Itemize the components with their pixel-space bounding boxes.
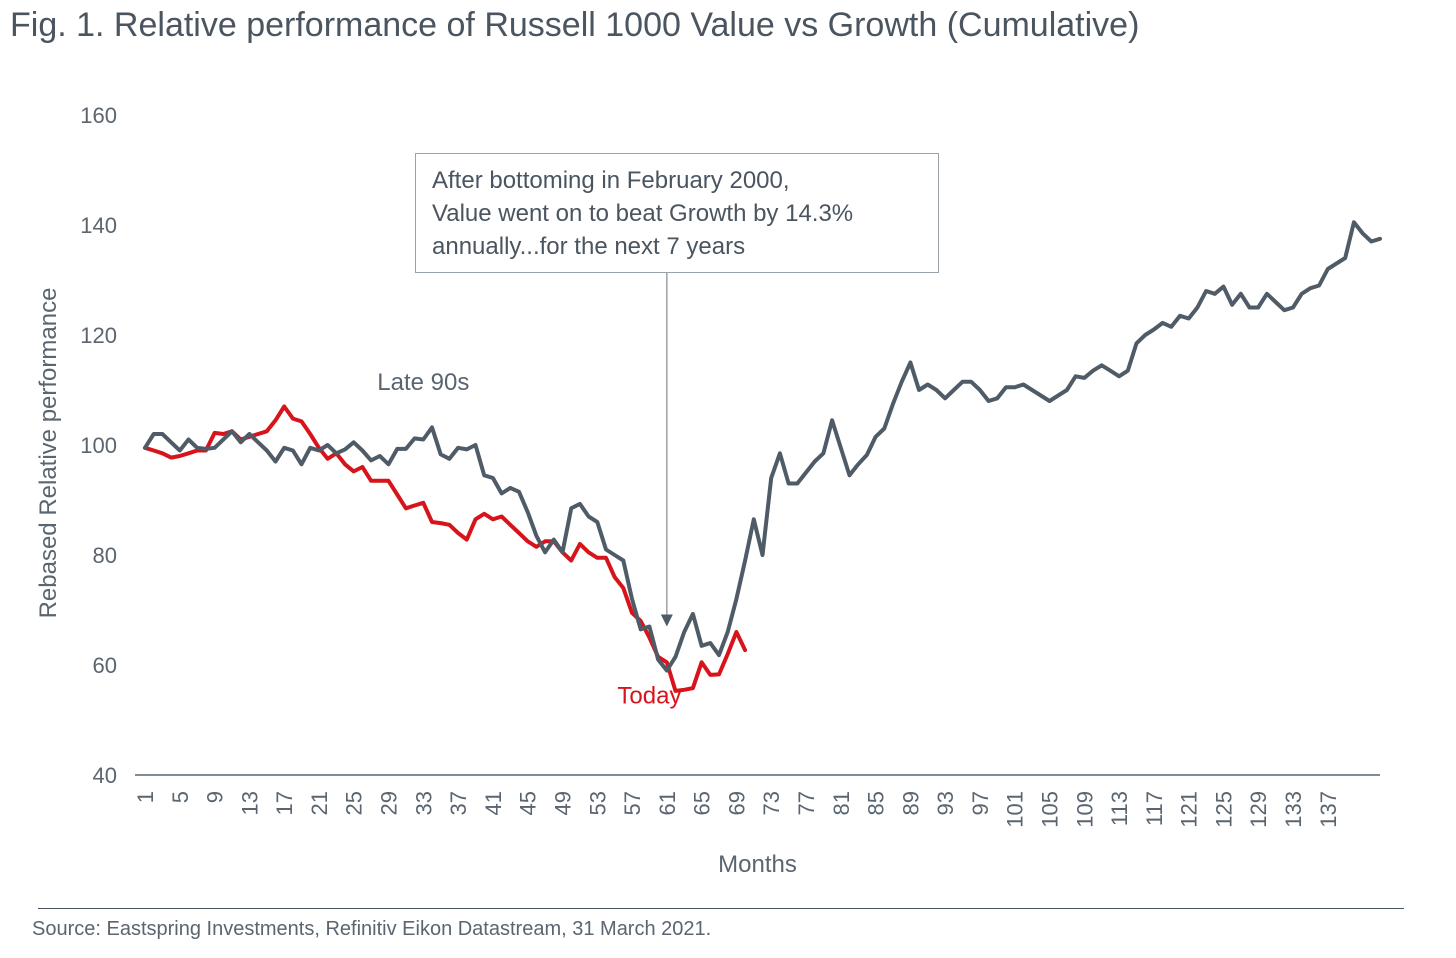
x-tick-label: 77 <box>794 791 819 815</box>
x-tick-label: 105 <box>1038 791 1063 828</box>
annotation-arrow-head <box>660 614 673 627</box>
y-tick-label: 160 <box>80 103 117 128</box>
y-tick-label: 40 <box>93 763 117 788</box>
series-label: Today <box>617 683 681 710</box>
x-tick-label: 41 <box>481 791 506 815</box>
x-tick-label: 73 <box>759 791 784 815</box>
y-tick-label: 100 <box>80 433 117 458</box>
x-tick-label: 93 <box>933 791 958 815</box>
x-axis-ticks: 1 5 9 13 17 21 25 29 33 37 41 45 49 53 57 61 65 69 73 77 81 8… <box>133 791 1341 828</box>
x-tick-label: 101 <box>1003 791 1028 828</box>
x-tick-label: 121 <box>1177 791 1202 828</box>
x-tick-label: 125 <box>1211 791 1236 828</box>
x-tick-label: 49 <box>550 791 575 815</box>
x-tick-label: 61 <box>655 791 680 815</box>
footer-divider <box>38 908 1404 909</box>
x-tick-label: 85 <box>864 791 889 815</box>
y-tick-label: 140 <box>80 213 117 238</box>
x-tick-label: 129 <box>1246 791 1271 828</box>
series-label: Late 90s <box>377 369 469 396</box>
x-tick-label: 53 <box>585 791 610 815</box>
x-tick-label: 1 <box>133 791 158 803</box>
y-tick-label: 120 <box>80 323 117 348</box>
x-tick-label: 45 <box>516 791 541 815</box>
x-tick-label: 81 <box>829 791 854 815</box>
x-tick-label: 5 <box>168 791 193 803</box>
y-tick-label: 60 <box>93 653 117 678</box>
source-note: Source: Eastspring Investments, Refiniti… <box>32 918 712 940</box>
x-tick-label: 113 <box>1107 791 1132 826</box>
x-tick-label: 17 <box>272 791 297 815</box>
x-tick-label: 69 <box>724 791 749 815</box>
x-tick-label: 97 <box>968 791 993 815</box>
annotation-line-2: Value went on to beat Growth by 14.3% <box>432 200 854 227</box>
figure-title: Fig. 1. Relative performance of Russell … <box>10 6 1140 44</box>
x-tick-label: 57 <box>620 791 645 815</box>
series-line-late-90s <box>143 220 1382 673</box>
x-tick-label: 25 <box>342 791 367 815</box>
y-axis-title: Rebased Relative performance <box>35 288 62 619</box>
x-tick-label: 13 <box>237 791 262 815</box>
annotation-line-3: annually...for the next 7 years <box>432 233 746 260</box>
annotation-box: After bottoming in February 2000, Value … <box>415 153 939 273</box>
x-tick-label: 133 <box>1281 791 1306 828</box>
x-tick-label: 109 <box>1072 791 1097 828</box>
x-tick-label: 89 <box>898 791 923 815</box>
x-tick-label: 33 <box>411 791 436 815</box>
x-axis-title: Months <box>718 851 797 878</box>
x-tick-label: 137 <box>1316 791 1341 828</box>
y-tick-label: 80 <box>93 543 117 568</box>
series-layer: Late 90s Today <box>143 220 1382 710</box>
x-tick-label: 21 <box>307 791 332 815</box>
y-axis-ticks: 40 60 80 100 120 140 160 <box>80 103 117 788</box>
x-tick-label: 117 <box>1142 791 1167 826</box>
x-tick-label: 37 <box>446 791 471 815</box>
x-tick-label: 29 <box>377 791 402 815</box>
x-tick-label: 65 <box>690 791 715 815</box>
annotation-line-1: After bottoming in February 2000, <box>432 167 790 194</box>
x-tick-label: 9 <box>203 791 228 803</box>
